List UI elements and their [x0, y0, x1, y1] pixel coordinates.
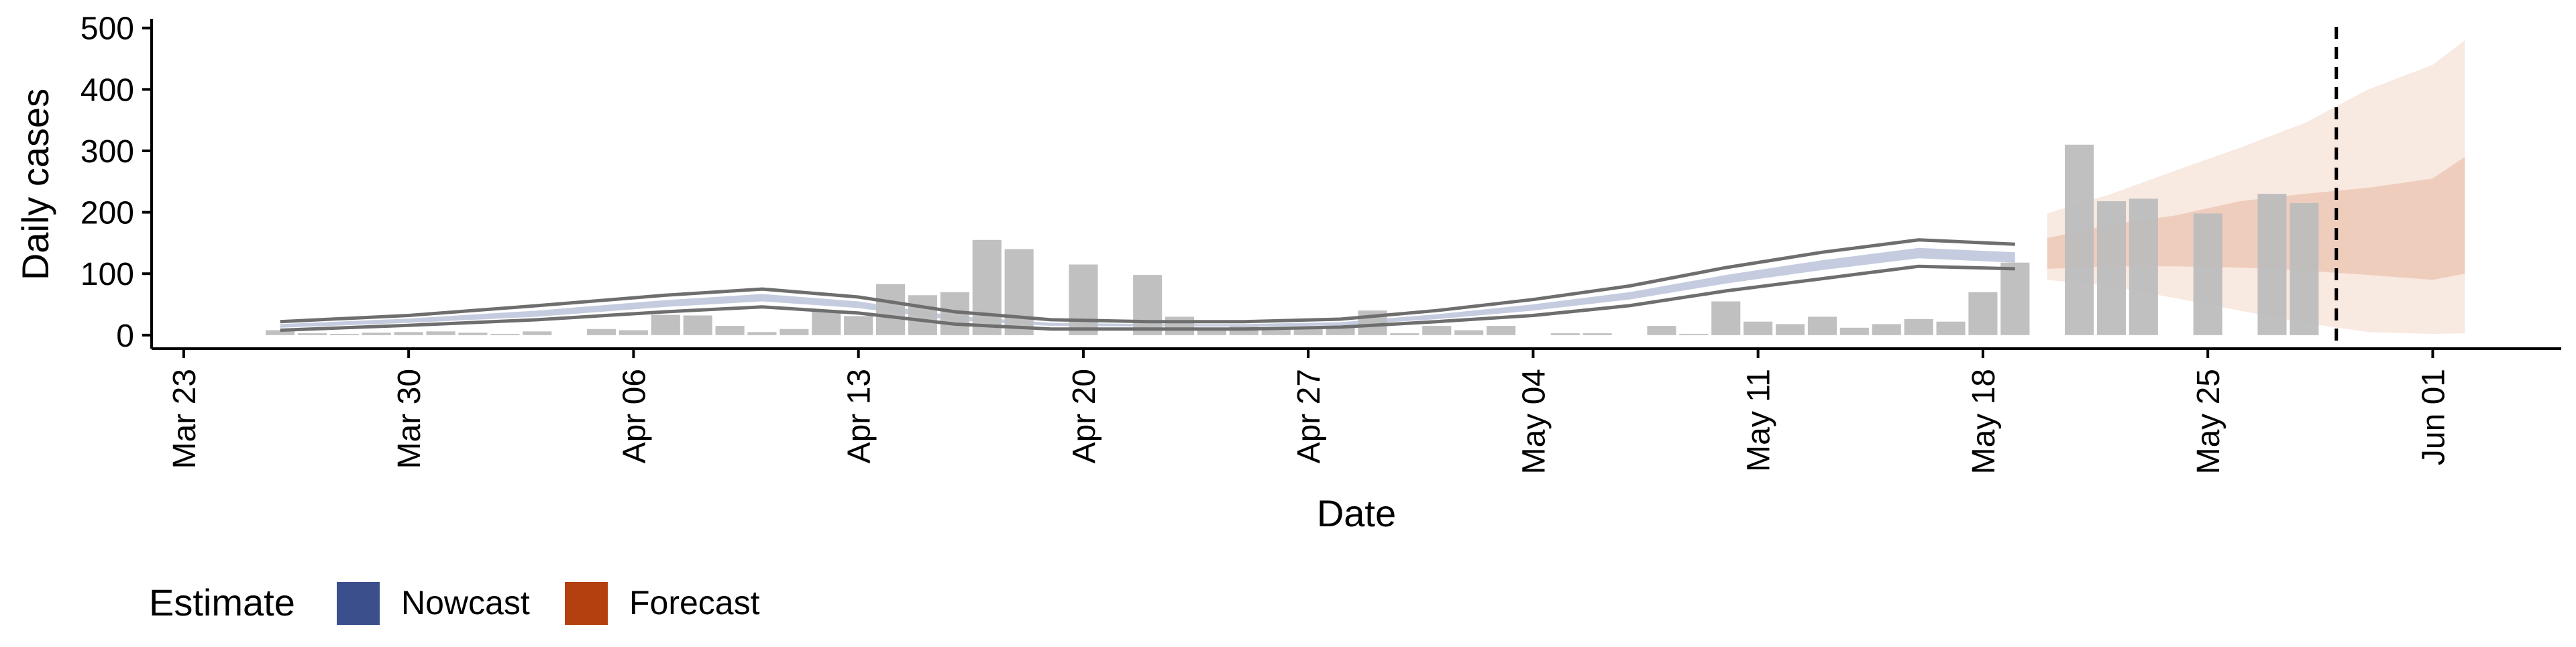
case-bar: [2193, 213, 2222, 335]
y-tick-label: 200: [80, 196, 134, 231]
case-bar: [1647, 326, 1676, 335]
x-tick-label: May 18: [1966, 369, 2002, 474]
case-bar: [844, 316, 873, 335]
nowcast-lower-line: [280, 264, 2015, 332]
case-bar: [490, 334, 520, 335]
case-bar: [1743, 321, 1773, 335]
case-bar: [747, 332, 777, 335]
case-bar: [1776, 324, 1805, 335]
x-tick-label: May 04: [1516, 369, 1552, 474]
lines-layer: [280, 27, 2339, 349]
case-bar: [2290, 202, 2319, 335]
case-bar: [2129, 198, 2158, 335]
legend-label-nowcast: Nowcast: [401, 584, 530, 622]
case-bar: [972, 239, 1002, 335]
case-bar: [394, 332, 423, 335]
x-tick-label: Mar 23: [167, 369, 203, 469]
case-bar: [1165, 316, 1195, 335]
x-tick-label: Apr 27: [1291, 369, 1327, 463]
case-bar: [908, 295, 937, 335]
case-bar: [458, 333, 488, 335]
y-tick-label: 0: [116, 318, 134, 354]
case-bar: [715, 326, 745, 335]
case-bar: [1069, 264, 1098, 335]
y-axis-title: Daily cases: [14, 89, 56, 280]
x-tick-label: Apr 20: [1067, 369, 1102, 463]
case-bar: [683, 315, 712, 335]
case-bar: [2257, 194, 2287, 335]
case-bar: [1679, 334, 1709, 335]
case-bar: [1968, 292, 1998, 335]
nowcast-band: [280, 247, 2015, 328]
case-bar: [619, 330, 648, 335]
case-bar: [362, 333, 391, 335]
bars-layer: [266, 144, 2319, 335]
case-bar: [1293, 329, 1323, 335]
case-bar: [426, 331, 455, 335]
legend: Estimate Nowcast Forecast: [149, 581, 760, 625]
x-tick-label: Apr 13: [842, 369, 877, 463]
x-tick-label: May 25: [2191, 369, 2226, 474]
legend-key-forecast: [565, 582, 608, 625]
x-axis-title: Date: [1317, 492, 1396, 534]
nowcast-upper-line: [280, 238, 2015, 324]
case-bar: [1936, 321, 1966, 335]
y-tick-label: 100: [80, 257, 134, 292]
x-tick-label: Apr 06: [616, 369, 652, 463]
case-bar: [1807, 316, 1837, 335]
case-bar: [651, 314, 680, 335]
case-bar: [329, 334, 359, 335]
case-bar: [1872, 324, 1901, 335]
case-bar: [1197, 327, 1226, 335]
case-bar: [1133, 275, 1163, 335]
case-bar: [780, 329, 809, 335]
axes-layer: 0 100 200 300 400 500 Mar 23 Mar 30 Apr 06 Apr 13…: [80, 11, 2561, 474]
x-tick-label: Mar 30: [392, 369, 427, 469]
case-bar: [266, 330, 295, 335]
case-bar: [812, 310, 841, 335]
y-tick-label: 300: [80, 134, 134, 170]
case-bar: [876, 284, 906, 335]
case-bar: [297, 333, 327, 335]
y-tick-label: 400: [80, 72, 134, 108]
case-bar: [1390, 333, 1419, 335]
case-bar: [1582, 333, 1612, 335]
case-bar: [2000, 262, 2030, 335]
case-bar: [1454, 330, 1484, 335]
case-bar: [523, 331, 552, 335]
legend-title: Estimate: [149, 581, 295, 624]
case-bar: [1261, 327, 1291, 335]
case-bar: [1487, 326, 1516, 335]
y-tick-label: 500: [80, 11, 134, 47]
case-bar: [1550, 333, 1580, 335]
case-bar: [587, 329, 616, 335]
x-tick-label: May 11: [1741, 369, 1777, 472]
case-bar: [1711, 301, 1741, 335]
legend-key-nowcast: [337, 582, 380, 625]
case-bar: [1839, 327, 1869, 335]
case-bar: [2096, 201, 2126, 335]
case-bar: [1004, 249, 1034, 335]
case-bar: [1326, 327, 1355, 335]
legend-label-forecast: Forecast: [629, 584, 760, 622]
x-tick-label: Jun 01: [2416, 369, 2451, 465]
case-bar: [1904, 319, 1933, 335]
case-bar: [1422, 326, 1452, 335]
case-bar: [2065, 144, 2094, 335]
